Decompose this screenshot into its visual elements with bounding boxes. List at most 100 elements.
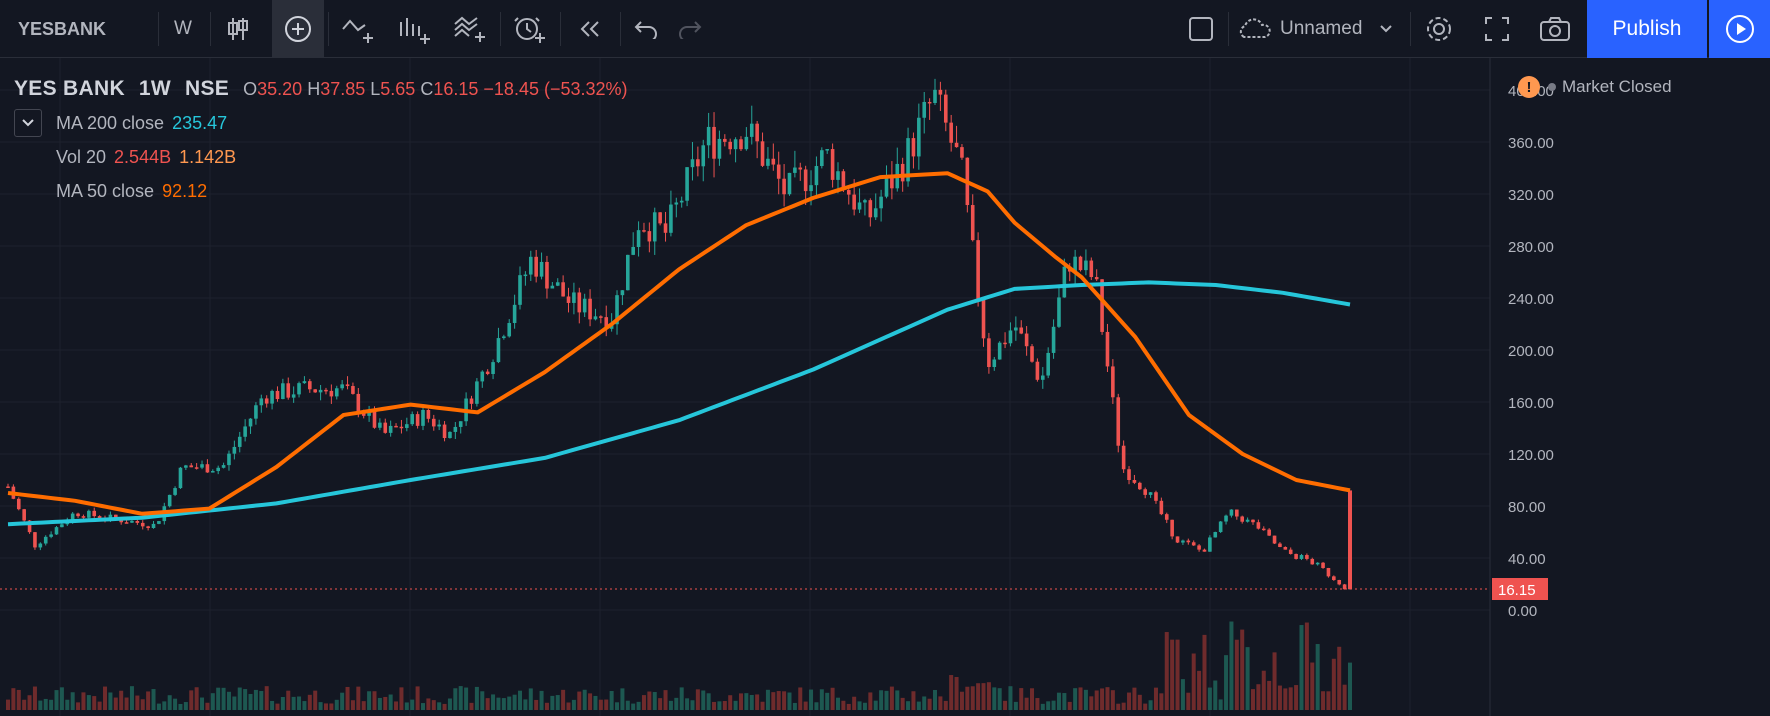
volume-bar bbox=[1073, 688, 1078, 710]
candle-body bbox=[1051, 326, 1056, 353]
volume-bar bbox=[1197, 670, 1202, 710]
legend-ma50-row[interactable]: MA 50 close 92.12 bbox=[14, 174, 628, 208]
volume-bar bbox=[1100, 688, 1105, 710]
candle-body bbox=[652, 212, 657, 242]
play-button[interactable] bbox=[1709, 0, 1770, 58]
volume-bar bbox=[744, 693, 749, 710]
crosshair-icon bbox=[285, 16, 311, 42]
chart-pane[interactable]: 400.00360.00320.00280.00240.00200.00160.… bbox=[0, 58, 1770, 716]
candle-body bbox=[820, 150, 824, 167]
volume-bar bbox=[59, 687, 64, 710]
volume-bar bbox=[825, 692, 830, 710]
play-icon bbox=[1725, 15, 1754, 43]
volume-bar bbox=[431, 700, 436, 710]
candle-body bbox=[1003, 342, 1007, 345]
volume-bar bbox=[173, 698, 178, 710]
warning-icon[interactable]: ! bbox=[1518, 76, 1540, 98]
volume-bar bbox=[501, 698, 506, 710]
price-chart[interactable]: 400.00360.00320.00280.00240.00200.00160.… bbox=[0, 58, 1770, 716]
candle-body bbox=[620, 290, 625, 296]
compare-button[interactable] bbox=[388, 0, 440, 58]
candle-body bbox=[1261, 528, 1266, 531]
templates-button[interactable] bbox=[444, 0, 496, 58]
candle-body bbox=[539, 261, 544, 277]
volume-bar bbox=[377, 697, 382, 710]
volume-bar bbox=[1003, 700, 1008, 710]
indicators-button[interactable] bbox=[332, 0, 384, 58]
volume-label: Vol 20 bbox=[56, 147, 107, 167]
candle-body bbox=[421, 409, 425, 426]
alert-button[interactable] bbox=[504, 0, 556, 58]
candle-body bbox=[157, 521, 161, 524]
price-tick-label: 360.00 bbox=[1508, 135, 1554, 152]
volume-bar bbox=[1148, 700, 1153, 710]
volume-bar bbox=[922, 696, 927, 710]
volume-bar bbox=[146, 691, 151, 710]
volume-bar bbox=[1121, 702, 1126, 710]
redo-button[interactable] bbox=[668, 0, 712, 58]
candles-icon bbox=[228, 18, 248, 40]
fullscreen-button[interactable] bbox=[1472, 0, 1522, 58]
volume-bar bbox=[496, 697, 501, 710]
replay-button[interactable] bbox=[564, 0, 616, 58]
candle-body bbox=[243, 426, 247, 437]
volume-bar bbox=[264, 686, 269, 710]
change-value: −18.45 (−53.32%) bbox=[483, 79, 628, 99]
legend-volume-row[interactable]: Vol 20 2.544B 1.142B bbox=[14, 140, 628, 174]
legend-symbol[interactable]: YES BANK bbox=[14, 77, 125, 100]
volume-bar bbox=[1224, 655, 1229, 710]
volume-bar bbox=[949, 675, 954, 710]
candle-body bbox=[545, 261, 549, 289]
volume-bar bbox=[1062, 693, 1067, 710]
volume-bar bbox=[1127, 692, 1132, 710]
candle-body bbox=[211, 471, 215, 473]
snapshot-button[interactable] bbox=[1530, 0, 1580, 58]
volume-bar bbox=[916, 701, 921, 710]
publish-button[interactable]: Publish bbox=[1587, 0, 1707, 58]
candle-body bbox=[879, 196, 883, 209]
candle-body bbox=[900, 163, 905, 182]
volume-bar bbox=[291, 696, 296, 710]
volume-bar bbox=[124, 697, 129, 710]
candle-body bbox=[625, 254, 630, 291]
last-price-label: 16.15 bbox=[1498, 582, 1536, 599]
candle-body bbox=[1154, 492, 1158, 501]
chart-type-button[interactable] bbox=[215, 0, 261, 58]
market-status: ! Market Closed bbox=[1518, 76, 1672, 98]
price-tick-label: 240.00 bbox=[1508, 291, 1554, 308]
select-layout-button[interactable] bbox=[1178, 0, 1224, 58]
volume-bar bbox=[178, 703, 183, 710]
legend-collapse-button[interactable] bbox=[14, 109, 42, 137]
candle-body bbox=[1218, 521, 1223, 533]
undo-button[interactable] bbox=[624, 0, 668, 58]
crosshair-button[interactable] bbox=[272, 0, 324, 58]
undo-icon bbox=[634, 21, 657, 39]
candle-body bbox=[297, 383, 301, 395]
settings-button[interactable] bbox=[1414, 0, 1464, 58]
candle-body bbox=[27, 520, 32, 533]
candle-body bbox=[911, 138, 916, 157]
close-label: C bbox=[420, 79, 434, 99]
candle-body bbox=[448, 431, 452, 439]
candle-body bbox=[599, 316, 603, 318]
volume-bar bbox=[674, 697, 679, 710]
volume-bar bbox=[658, 698, 663, 710]
volume-bar bbox=[313, 690, 318, 710]
candle-body bbox=[717, 138, 722, 159]
symbol-search[interactable]: YESBANK bbox=[0, 0, 130, 58]
interval-button[interactable]: W bbox=[160, 0, 206, 58]
volume-bar bbox=[765, 689, 770, 710]
candle-body bbox=[1191, 542, 1196, 546]
volume-bar bbox=[129, 686, 134, 710]
volume-bar bbox=[76, 702, 81, 710]
volume-bar bbox=[350, 700, 355, 710]
volume-bar bbox=[803, 701, 808, 710]
layout-name-dropdown[interactable]: Unnamed bbox=[1236, 0, 1406, 58]
volume-bar bbox=[641, 695, 646, 710]
candle-body bbox=[1159, 500, 1164, 515]
candle-body bbox=[458, 421, 463, 427]
candle-body bbox=[1267, 529, 1271, 536]
legend-ma200-row[interactable]: MA 200 close 235.47 bbox=[14, 106, 628, 140]
candle-body bbox=[550, 285, 555, 289]
candle-body bbox=[237, 436, 242, 447]
